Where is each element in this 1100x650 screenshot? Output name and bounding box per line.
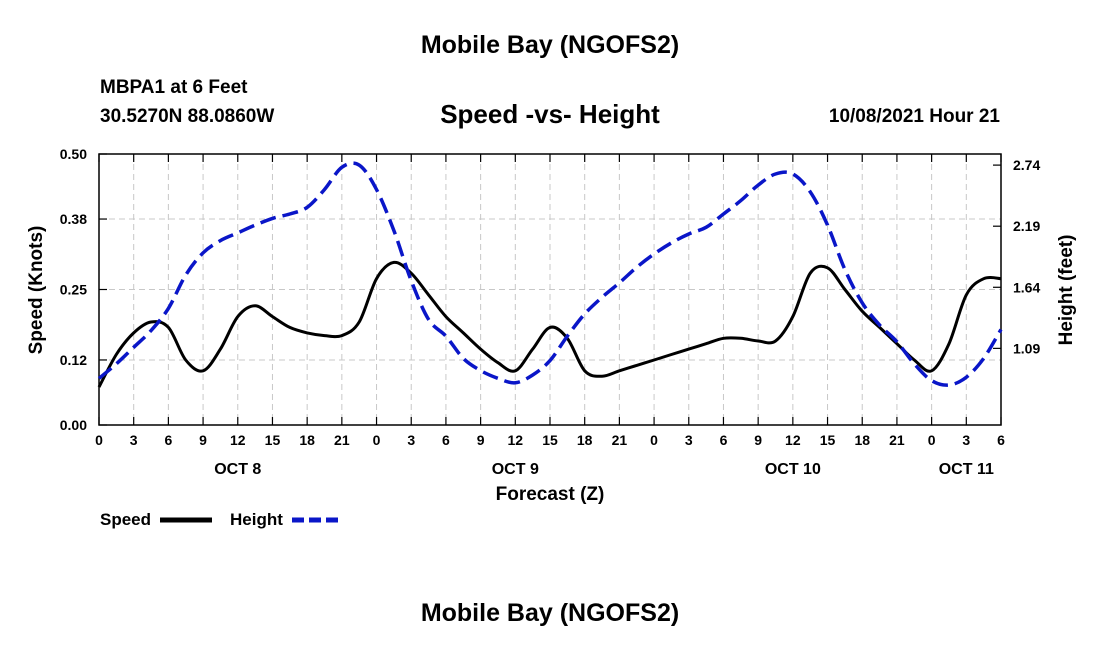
x-tick-label: 15 xyxy=(265,432,281,448)
y-left-tick-label: 0.50 xyxy=(60,146,87,162)
x-tick-label: 12 xyxy=(508,432,524,448)
legend-height-label: Height xyxy=(230,510,283,529)
station-coords: 30.5270N 88.0860W xyxy=(100,106,275,127)
y-right-tick-label: 2.19 xyxy=(1013,218,1040,234)
x-tick-label: 3 xyxy=(407,432,415,448)
legend-speed-label: Speed xyxy=(100,510,151,529)
date-axis: OCT 8 OCT 9 OCT 10 OCT 11 xyxy=(214,461,994,478)
y-axis-left-label: Speed (Knots) xyxy=(26,226,47,355)
forecast-run-time: 10/08/2021 Hour 21 xyxy=(828,106,1000,127)
x-tick-label: 12 xyxy=(785,432,801,448)
series-line-height xyxy=(97,161,1003,387)
x-tick-label: 18 xyxy=(854,432,870,448)
y-left-tick-label: 0.00 xyxy=(60,417,87,433)
x-tick-label: 21 xyxy=(889,432,905,448)
series xyxy=(97,161,1003,388)
y-left-tick-label: 0.12 xyxy=(60,352,87,368)
x-tick-label: 21 xyxy=(334,432,350,448)
x-axis-label: Forecast (Z) xyxy=(496,484,605,505)
y-right-tick-label: 1.64 xyxy=(1013,279,1040,295)
x-tick-label: 0 xyxy=(650,432,658,448)
x-axis: 0 3 6 9 12 15 18 21 0 3 6 9 12 15 18 21 0 3 6 9 12 15 18 21 0 3 6 xyxy=(95,154,1005,448)
chart-title-bottom: Mobile Bay (NGOFS2) xyxy=(420,599,680,627)
x-tick-label: 0 xyxy=(95,432,103,448)
y-right-tick-label: 2.74 xyxy=(1013,157,1040,173)
x-tick-label: 9 xyxy=(477,432,485,448)
y-axis-right-label: Height (feet) xyxy=(1056,235,1077,346)
x-tick-label: 6 xyxy=(164,432,172,448)
x-tick-label: 3 xyxy=(130,432,138,448)
x-tick-label: 6 xyxy=(997,432,1005,448)
speed-height-chart: 0.00 0.12 0.25 0.38 0.50 1.09 1.64 2.19 2.74 0 3… xyxy=(26,146,1077,529)
x-tick-label: 3 xyxy=(962,432,970,448)
date-label: OCT 8 xyxy=(214,461,261,478)
chart-title-top: Mobile Bay (NGOFS2) xyxy=(420,31,680,59)
y-left-tick-label: 0.38 xyxy=(60,211,87,227)
x-tick-label: 12 xyxy=(230,432,246,448)
x-tick-label: 9 xyxy=(199,432,207,448)
x-tick-label: 18 xyxy=(299,432,315,448)
x-tick-label: 15 xyxy=(820,432,836,448)
legend: Speed Height xyxy=(100,510,342,529)
x-tick-label: 9 xyxy=(754,432,762,448)
date-label: OCT 10 xyxy=(765,461,821,478)
x-tick-label: 3 xyxy=(685,432,693,448)
right-axis: 1.09 1.64 2.19 2.74 xyxy=(993,157,1040,356)
x-tick-label: 6 xyxy=(442,432,450,448)
series-line-speed xyxy=(97,260,1002,388)
y-right-tick-label: 1.09 xyxy=(1013,340,1040,356)
x-tick-label: 0 xyxy=(928,432,936,448)
date-label: OCT 11 xyxy=(939,461,994,478)
chart-subtitle: Speed -vs- Height xyxy=(440,99,660,129)
x-tick-label: 18 xyxy=(577,432,593,448)
date-label: OCT 9 xyxy=(492,461,539,478)
x-tick-label: 0 xyxy=(373,432,381,448)
x-tick-label: 21 xyxy=(612,432,628,448)
left-axis: 0.00 0.12 0.25 0.38 0.50 xyxy=(60,146,107,433)
x-tick-label: 6 xyxy=(720,432,728,448)
y-left-tick-label: 0.25 xyxy=(60,282,87,298)
grid xyxy=(99,154,1001,425)
x-tick-label: 15 xyxy=(542,432,558,448)
station-label: MBPA1 at 6 Feet xyxy=(100,77,248,98)
